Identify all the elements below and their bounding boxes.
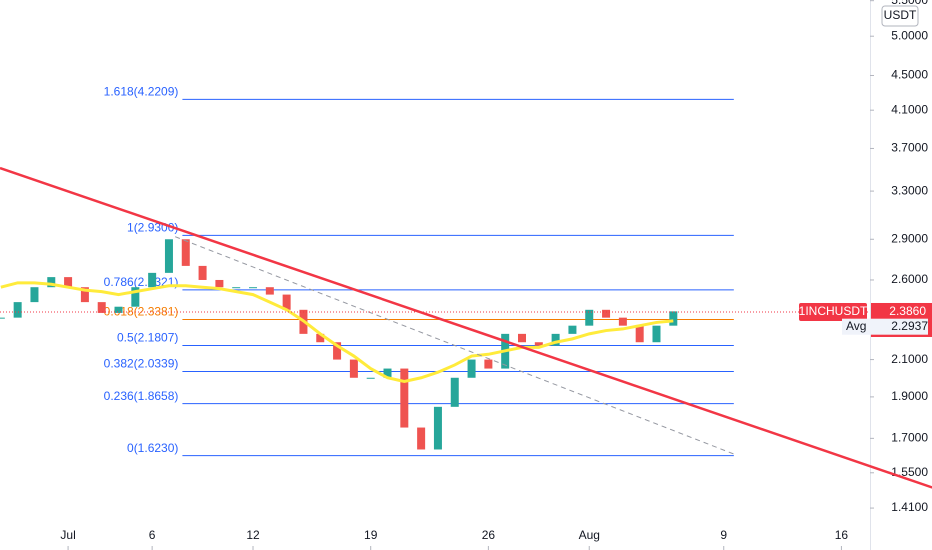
- fib-label: 0(1.6230): [127, 441, 178, 455]
- candle: [652, 325, 661, 343]
- candle: [282, 294, 291, 310]
- candle: [265, 287, 274, 295]
- candle: [417, 427, 426, 450]
- avg-box: [842, 318, 928, 335]
- candle: [400, 368, 409, 428]
- candle: [181, 239, 190, 266]
- candle: [635, 325, 644, 343]
- candle: [232, 287, 241, 289]
- currency-label: USDT: [884, 8, 917, 22]
- candle: [602, 309, 611, 318]
- y-tick-label: 1.7000: [891, 431, 928, 445]
- symbol-tag: [799, 302, 867, 321]
- candle: [383, 368, 392, 378]
- candle: [333, 342, 342, 360]
- candle: [215, 279, 224, 288]
- candle: [47, 277, 56, 288]
- x-tick-label: 12: [246, 528, 260, 542]
- y-tick-label: 3.3000: [891, 183, 928, 197]
- y-tick-label: 2.1000: [891, 352, 928, 366]
- avg-value: 2.2937: [891, 319, 928, 333]
- candle: [114, 306, 123, 313]
- candle: [349, 359, 358, 378]
- price-label: 2.3860: [889, 304, 926, 318]
- trendline: [174, 236, 735, 455]
- x-tick-label: Jul: [60, 528, 75, 542]
- y-tick-label: 1.9000: [891, 389, 928, 403]
- symbol-label: 1INCHUSDT: [799, 304, 868, 318]
- candle: [551, 333, 560, 346]
- candle: [518, 333, 526, 343]
- candle: [484, 359, 493, 369]
- y-tick-label: 2.6000: [891, 272, 928, 286]
- y-tick-label: 4.1000: [891, 102, 928, 116]
- candle: [585, 309, 594, 326]
- candle: [568, 325, 577, 334]
- x-tick-label: 19: [364, 528, 378, 542]
- candle: [316, 333, 325, 343]
- y-tick-label: 4.5000: [891, 68, 928, 82]
- x-tick-label: 26: [482, 528, 496, 542]
- y-tick-label: 5.0000: [891, 28, 928, 42]
- x-tick-label: 9: [720, 528, 727, 542]
- candle: [450, 377, 459, 407]
- candle: [80, 287, 89, 303]
- candle: [433, 406, 442, 450]
- candle: [198, 265, 207, 280]
- candle: [30, 287, 39, 303]
- x-tick-label: Aug: [579, 528, 600, 542]
- candle: [669, 311, 678, 326]
- fib-label: 0.786(2.5321): [104, 275, 179, 289]
- candle: [97, 302, 106, 313]
- avg-label: Avg: [846, 319, 866, 333]
- fib-label: 1.618(4.2209): [104, 85, 179, 99]
- fib-label: 0.5(2.1807): [117, 331, 178, 345]
- candle: [249, 287, 258, 289]
- trendline: [0, 166, 932, 489]
- fib-label: 0.382(2.0339): [104, 357, 179, 371]
- fib-label: 0.236(1.8658): [104, 389, 179, 403]
- candle: [64, 277, 73, 288]
- y-tick-label: 1.4100: [891, 500, 928, 514]
- candle: [366, 377, 375, 379]
- y-tick-label: 3.7000: [891, 141, 928, 155]
- candle: [148, 272, 157, 288]
- y-tick-label: 5.5000: [891, 0, 928, 7]
- candle: [534, 342, 543, 346]
- moving-average: [0, 281, 674, 384]
- candle: [467, 359, 476, 378]
- y-tick-label: 2.9000: [891, 231, 928, 245]
- candle: [618, 317, 627, 326]
- y-tick-label: 1.5500: [891, 465, 928, 479]
- x-tick-label: 16: [835, 528, 849, 542]
- candle: [131, 287, 140, 307]
- currency-box[interactable]: [881, 5, 919, 27]
- x-tick-label: 6: [149, 528, 156, 542]
- candle: [164, 239, 173, 273]
- candle: [0, 317, 5, 319]
- candle: [13, 302, 22, 318]
